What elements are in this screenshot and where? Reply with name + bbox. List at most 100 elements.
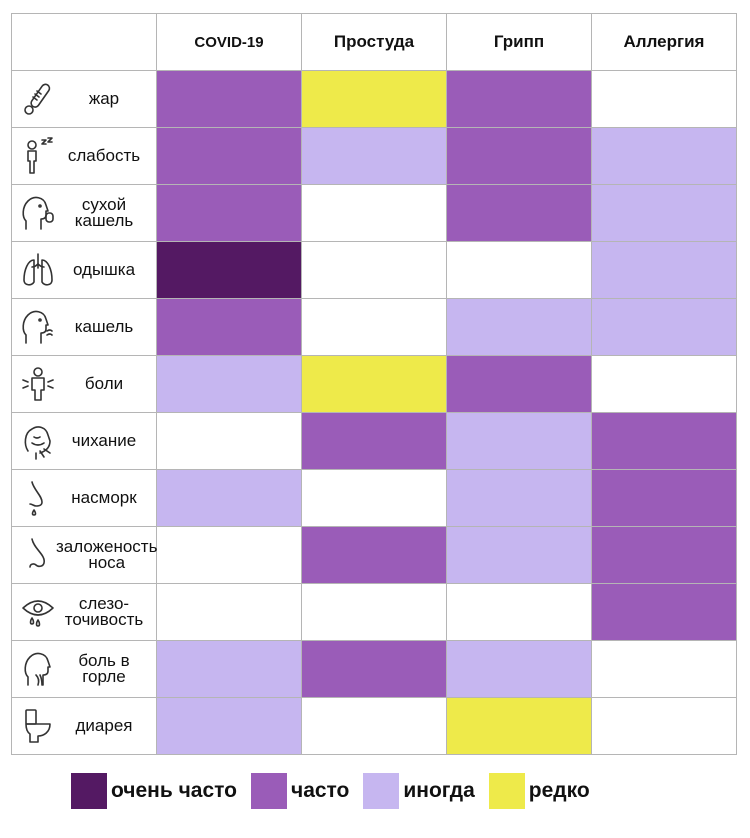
frequency-cell-flu xyxy=(446,526,592,584)
table-row: сухой кашель xyxy=(11,184,737,242)
header-corner xyxy=(11,13,157,71)
symptom-label: слезо- точивость xyxy=(64,594,144,629)
frequency-cell-covid xyxy=(156,526,302,584)
symptom-cell: боль в горле xyxy=(11,640,157,698)
sore-throat-icon xyxy=(20,649,56,689)
frequency-cell-flu xyxy=(446,640,592,698)
frequency-cell-cold xyxy=(301,70,447,128)
frequency-cell-covid xyxy=(156,184,302,242)
frequency-cell-allergy xyxy=(591,412,737,470)
symptom-cell: кашель xyxy=(11,298,157,356)
table-row: насморк xyxy=(11,469,737,527)
column-header-flu: Грипп xyxy=(446,13,592,71)
frequency-cell-allergy xyxy=(591,355,737,413)
frequency-cell-allergy xyxy=(591,526,737,584)
frequency-cell-cold xyxy=(301,583,447,641)
lungs-icon xyxy=(20,250,56,290)
frequency-cell-covid xyxy=(156,127,302,185)
frequency-cell-cold xyxy=(301,526,447,584)
frequency-cell-covid xyxy=(156,697,302,755)
table-row: боль в горле xyxy=(11,640,737,698)
frequency-cell-flu xyxy=(446,241,592,299)
symptom-label: чихание xyxy=(71,431,137,450)
frequency-cell-covid xyxy=(156,469,302,527)
symptom-cell: чихание xyxy=(11,412,157,470)
symptom-cell: сухой кашель xyxy=(11,184,157,242)
symptom-label: одышка xyxy=(72,260,136,279)
table-row: диарея xyxy=(11,697,737,755)
legend: очень часто часто иногда редко xyxy=(71,773,604,809)
legend-label: иногда xyxy=(403,779,475,802)
thermometer-icon xyxy=(20,79,56,119)
frequency-cell-flu xyxy=(446,583,592,641)
frequency-cell-allergy xyxy=(591,127,737,185)
frequency-cell-flu xyxy=(446,697,592,755)
symptom-label: боли xyxy=(84,374,124,393)
table-row: слезо- точивость xyxy=(11,583,737,641)
table-row: боли xyxy=(11,355,737,413)
symptom-label: жар xyxy=(88,89,120,108)
frequency-cell-covid xyxy=(156,355,302,413)
frequency-cell-cold xyxy=(301,298,447,356)
frequency-cell-allergy xyxy=(591,640,737,698)
frequency-cell-flu xyxy=(446,127,592,185)
dry-cough-icon xyxy=(20,193,56,233)
frequency-cell-cold xyxy=(301,412,447,470)
legend-label: редко xyxy=(528,779,590,802)
symptom-label: слабость xyxy=(67,146,141,165)
cough-icon xyxy=(20,307,56,347)
legend-swatch xyxy=(251,773,287,809)
fatigue-person-icon xyxy=(20,136,56,176)
frequency-cell-covid xyxy=(156,412,302,470)
frequency-cell-flu xyxy=(446,70,592,128)
frequency-cell-allergy xyxy=(591,184,737,242)
legend-swatch xyxy=(71,773,107,809)
body-pain-icon xyxy=(20,364,56,404)
frequency-cell-covid xyxy=(156,241,302,299)
frequency-cell-covid xyxy=(156,640,302,698)
frequency-cell-flu xyxy=(446,298,592,356)
frequency-cell-allergy xyxy=(591,70,737,128)
symptom-cell: боли xyxy=(11,355,157,413)
symptom-label: боль в горле xyxy=(78,651,130,686)
symptom-cell: жар xyxy=(11,70,157,128)
frequency-cell-cold xyxy=(301,241,447,299)
teary-eye-icon xyxy=(20,592,56,632)
legend-item: иногда xyxy=(363,773,475,809)
frequency-cell-cold xyxy=(301,355,447,413)
frequency-cell-flu xyxy=(446,469,592,527)
column-header-cold: Простуда xyxy=(301,13,447,71)
column-header-allergy: Аллергия xyxy=(591,13,737,71)
sneeze-icon xyxy=(20,421,56,461)
runny-nose-icon xyxy=(20,478,56,518)
symptom-cell: насморк xyxy=(11,469,157,527)
table-row: чихание xyxy=(11,412,737,470)
symptom-cell: слезо- точивость xyxy=(11,583,157,641)
frequency-cell-cold xyxy=(301,697,447,755)
frequency-cell-cold xyxy=(301,184,447,242)
symptom-label: сухой кашель xyxy=(74,195,134,230)
legend-swatch xyxy=(488,773,525,809)
frequency-cell-covid xyxy=(156,583,302,641)
frequency-cell-flu xyxy=(446,355,592,413)
table-row: жар xyxy=(11,70,737,128)
table-row: заложеность носа xyxy=(11,526,737,584)
frequency-cell-cold xyxy=(301,127,447,185)
symptom-cell: одышка xyxy=(11,241,157,299)
toilet-icon xyxy=(20,706,56,746)
frequency-cell-allergy xyxy=(591,469,737,527)
table-row: одышка xyxy=(11,241,737,299)
frequency-cell-allergy xyxy=(591,697,737,755)
frequency-cell-cold xyxy=(301,640,447,698)
legend-item: часто xyxy=(251,773,349,809)
symptom-cell: диарея xyxy=(11,697,157,755)
legend-swatch xyxy=(363,773,400,809)
symptom-label: диарея xyxy=(75,716,133,735)
symptom-label: кашель xyxy=(74,317,134,336)
frequency-cell-covid xyxy=(156,70,302,128)
nose-icon xyxy=(20,535,56,575)
table-row: слабость xyxy=(11,127,737,185)
frequency-cell-allergy xyxy=(591,241,737,299)
frequency-cell-flu xyxy=(446,184,592,242)
frequency-cell-covid xyxy=(156,298,302,356)
